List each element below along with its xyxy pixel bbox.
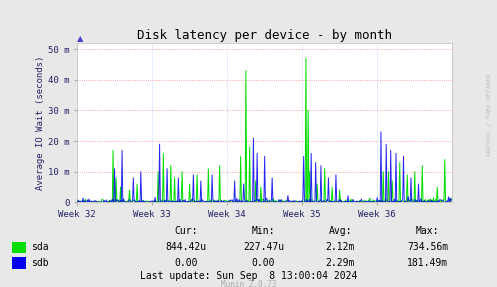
Text: Min:: Min: (251, 226, 275, 236)
Text: Munin 2.0.73: Munin 2.0.73 (221, 280, 276, 287)
Text: sda: sda (31, 242, 48, 252)
Text: 227.47u: 227.47u (243, 242, 284, 252)
Text: Avg:: Avg: (329, 226, 352, 236)
Text: 2.29m: 2.29m (326, 258, 355, 267)
Text: Last update: Sun Sep  8 13:00:04 2024: Last update: Sun Sep 8 13:00:04 2024 (140, 271, 357, 280)
Title: Disk latency per device - by month: Disk latency per device - by month (137, 29, 392, 42)
Text: 181.49m: 181.49m (407, 258, 448, 267)
Text: 844.42u: 844.42u (166, 242, 207, 252)
Text: 0.00: 0.00 (251, 258, 275, 267)
Text: Max:: Max: (415, 226, 439, 236)
Text: 2.12m: 2.12m (326, 242, 355, 252)
Text: 0.00: 0.00 (174, 258, 198, 267)
Y-axis label: Average IO Wait (seconds): Average IO Wait (seconds) (36, 55, 45, 190)
Text: RRDTOOL / TOBI OETIKER: RRDTOOL / TOBI OETIKER (486, 73, 491, 156)
Text: Cur:: Cur: (174, 226, 198, 236)
Text: ▲: ▲ (77, 34, 83, 43)
Text: sdb: sdb (31, 258, 48, 267)
Text: 734.56m: 734.56m (407, 242, 448, 252)
